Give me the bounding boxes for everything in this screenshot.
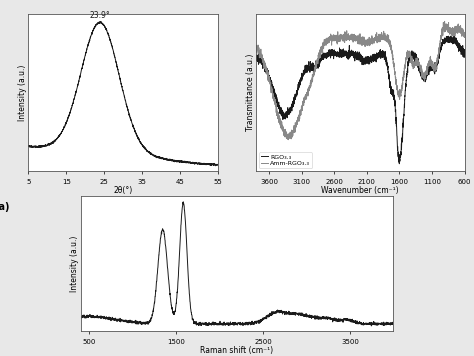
Amm-RGO₃.₃	[285, 137, 291, 142]
X-axis label: 2θ(°): 2θ(°)	[114, 186, 133, 195]
X-axis label: Wavenumber (cm⁻¹): Wavenumber (cm⁻¹)	[321, 186, 399, 195]
Amm-RGO₃.₃	[456, 27, 461, 31]
RGO₃.₃	[418, 68, 423, 73]
RGO₃.₃	[349, 49, 355, 53]
RGO₃.₃	[396, 162, 402, 166]
Amm-RGO₃.₃	[418, 69, 423, 73]
RGO₃.₃	[253, 56, 259, 60]
Y-axis label: Intensity (a.u.): Intensity (a.u.)	[70, 235, 79, 292]
Amm-RGO₃.₃	[456, 30, 462, 34]
RGO₃.₃	[462, 50, 467, 54]
Amm-RGO₃.₃	[264, 66, 269, 70]
Amm-RGO₃.₃	[355, 41, 360, 46]
X-axis label: Raman shift (cm⁻¹): Raman shift (cm⁻¹)	[201, 346, 273, 355]
Legend: RGO₃.₃, Amm-RGO₃.₃: RGO₃.₃, Amm-RGO₃.₃	[259, 152, 312, 168]
Line: RGO₃.₃: RGO₃.₃	[256, 36, 465, 164]
RGO₃.₃	[456, 49, 462, 53]
Amm-RGO₃.₃	[462, 35, 467, 40]
Amm-RGO₃.₃	[442, 19, 447, 23]
RGO₃.₃	[456, 45, 461, 49]
RGO₃.₃	[448, 34, 454, 38]
Y-axis label: Intensity (a.u.): Intensity (a.u.)	[18, 64, 27, 121]
Amm-RGO₃.₃	[349, 32, 355, 36]
Y-axis label: Transmittance (a.u.): Transmittance (a.u.)	[246, 54, 255, 131]
Text: 23.9°: 23.9°	[90, 11, 110, 20]
Text: (a): (a)	[0, 202, 10, 212]
Line: Amm-RGO₃.₃: Amm-RGO₃.₃	[256, 21, 465, 140]
Text: (b): (b)	[219, 202, 235, 212]
Amm-RGO₃.₃	[253, 46, 259, 50]
RGO₃.₃	[355, 57, 360, 61]
RGO₃.₃	[264, 70, 269, 75]
